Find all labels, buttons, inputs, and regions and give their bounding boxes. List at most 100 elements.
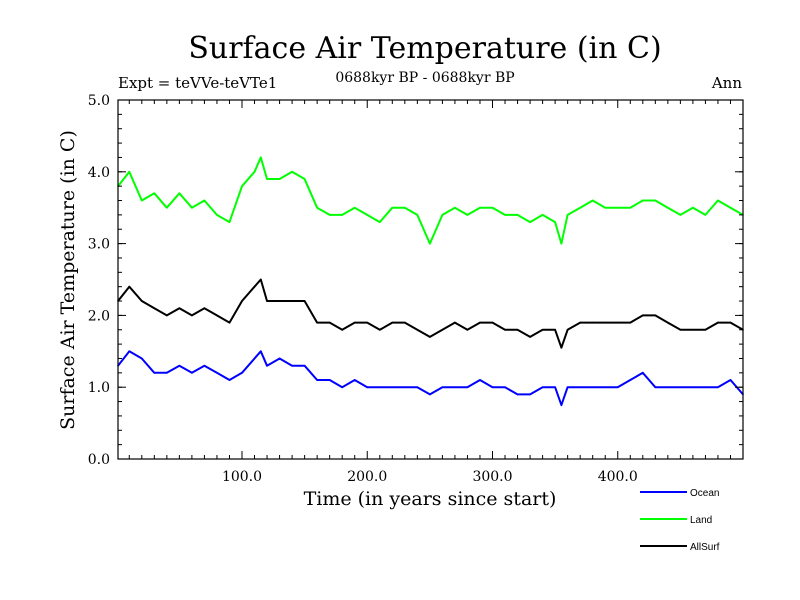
data-point-land xyxy=(191,206,193,209)
data-point-ocean xyxy=(203,364,206,367)
x-axis: 100.0 200.0 300.0 400.0 xyxy=(128,100,731,485)
data-point-ocean xyxy=(642,372,644,374)
data-point-allsurf xyxy=(178,307,181,310)
data-point-allsurf xyxy=(629,321,632,324)
data-point-ocean xyxy=(366,386,369,389)
data-point-land xyxy=(629,206,632,209)
data-point-land xyxy=(616,206,619,209)
data-point-allsurf xyxy=(404,321,406,324)
data-point-land xyxy=(266,178,268,180)
data-point-land xyxy=(128,171,131,173)
data-point-ocean xyxy=(191,372,193,374)
data-point-ocean xyxy=(504,386,506,389)
plot-frame xyxy=(117,99,744,460)
data-point-allsurf xyxy=(241,300,243,302)
series-layer xyxy=(117,156,744,407)
y-tick-label: 1.0 xyxy=(88,380,110,396)
data-point-land xyxy=(328,214,331,216)
data-point-ocean xyxy=(379,386,381,389)
data-point-allsurf xyxy=(604,321,606,324)
data-point-allsurf xyxy=(667,321,669,324)
data-point-ocean xyxy=(128,350,131,353)
data-point-ocean xyxy=(166,372,168,374)
data-point-land xyxy=(141,199,143,202)
data-point-land xyxy=(554,221,556,223)
x-tick-label: 100.0 xyxy=(222,469,262,485)
data-point-land xyxy=(454,206,456,209)
data-point-allsurf xyxy=(616,321,619,324)
data-point-ocean xyxy=(353,379,356,381)
data-point-allsurf xyxy=(153,307,156,310)
data-point-land xyxy=(353,206,356,209)
data-point-land xyxy=(704,214,707,216)
data-point-allsurf xyxy=(554,329,556,331)
data-point-allsurf xyxy=(441,329,444,331)
expt-label: Expt = teVVe-teVTe1 xyxy=(118,74,277,92)
y-tick-label: 4.0 xyxy=(88,165,110,181)
y-tick-label: 2.0 xyxy=(88,308,110,324)
data-point-land xyxy=(404,206,406,209)
data-point-ocean xyxy=(667,386,669,389)
x-tick-label: 200.0 xyxy=(347,469,387,485)
y-tick-label: 3.0 xyxy=(88,237,110,253)
data-point-allsurf xyxy=(560,346,563,349)
data-point-land xyxy=(153,192,156,195)
data-point-land xyxy=(516,214,519,216)
data-point-land xyxy=(429,242,431,245)
data-point-allsurf xyxy=(328,321,331,324)
data-point-ocean xyxy=(341,386,344,389)
y-tick-label: 0.0 xyxy=(88,452,110,468)
data-point-land xyxy=(579,206,581,209)
data-point-land xyxy=(303,178,306,180)
data-point-ocean xyxy=(241,372,243,374)
data-point-ocean xyxy=(692,386,694,389)
data-point-ocean xyxy=(153,372,156,374)
data-point-allsurf xyxy=(729,321,732,324)
data-point-ocean xyxy=(654,386,657,389)
data-point-land xyxy=(341,214,344,216)
data-point-ocean xyxy=(491,386,494,389)
series-line-land xyxy=(117,156,744,245)
data-point-land xyxy=(216,214,218,216)
series-line-ocean xyxy=(117,350,744,407)
data-point-allsurf xyxy=(341,329,344,331)
data-point-allsurf xyxy=(141,300,143,302)
data-point-allsurf xyxy=(228,321,231,324)
data-point-land xyxy=(591,199,594,202)
data-point-land xyxy=(479,206,481,209)
data-point-ocean xyxy=(729,379,732,381)
data-point-allsurf xyxy=(529,336,531,338)
data-point-allsurf xyxy=(717,321,719,324)
data-point-ocean xyxy=(466,386,469,389)
legend-label-allsurf: AllSurf xyxy=(690,542,720,553)
data-point-land xyxy=(241,185,243,187)
data-point-allsurf xyxy=(278,300,281,302)
data-point-land xyxy=(391,206,394,209)
data-point-land xyxy=(178,192,181,195)
data-point-ocean xyxy=(328,379,331,381)
data-point-allsurf xyxy=(128,285,131,288)
y-tick-label: 5.0 xyxy=(88,93,110,109)
data-point-ocean xyxy=(260,350,262,353)
data-point-allsurf xyxy=(379,329,381,331)
data-point-ocean xyxy=(541,386,544,389)
data-point-ocean xyxy=(228,379,231,381)
data-point-allsurf xyxy=(504,329,506,331)
data-point-land xyxy=(366,214,369,216)
data-point-ocean xyxy=(404,386,406,389)
data-point-ocean xyxy=(141,357,143,360)
data-point-land xyxy=(604,206,606,209)
data-point-allsurf xyxy=(366,321,369,324)
data-point-ocean xyxy=(429,393,431,396)
data-point-land xyxy=(729,206,732,209)
data-point-ocean xyxy=(629,379,632,381)
data-point-land xyxy=(679,214,682,216)
x-tick-label: 300.0 xyxy=(472,469,512,485)
data-point-allsurf xyxy=(591,321,594,324)
data-point-allsurf xyxy=(260,278,262,281)
data-point-allsurf xyxy=(416,329,419,331)
legend-label-land: Land xyxy=(690,515,712,526)
data-point-ocean xyxy=(441,386,444,389)
data-point-land xyxy=(529,221,531,223)
